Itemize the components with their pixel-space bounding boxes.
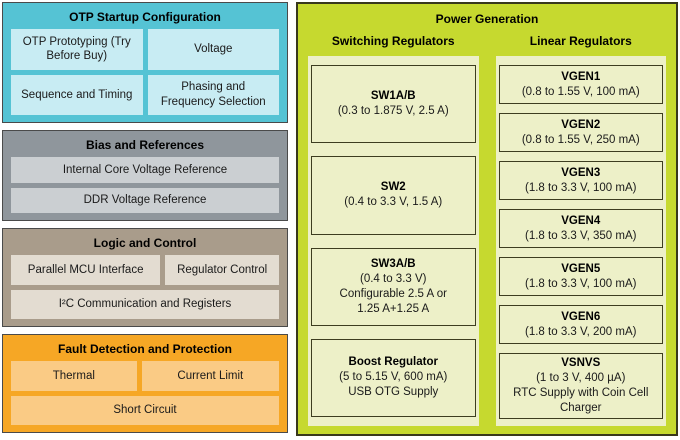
- regulator-spec: (0.4 to 3.3 V, 1.5 A): [344, 196, 443, 209]
- section-item: Current Limit: [141, 361, 279, 391]
- regulator-block: VGEN5 (1.8 to 3.3 V, 100 mA): [498, 257, 663, 296]
- regulator-spec: (1.8 to 3.3 V, 100 mA): [525, 181, 637, 194]
- section-item: DDR Voltage Reference: [11, 187, 279, 213]
- section-item: I²C Communication and Registers: [11, 289, 279, 319]
- section-row: Short Circuit: [11, 395, 279, 425]
- regulator-columns: Switching Regulators SW1A/B (0.3 to 1.875 …: [308, 34, 666, 426]
- section-title: Bias and References: [85, 138, 205, 152]
- regulator-spec: (1 to 3 V, 400 µA): [536, 371, 626, 384]
- regulator-spec: (1.8 to 3.3 V, 350 mA): [525, 229, 637, 242]
- regulator-spec: (0.3 to 1.875 V, 2.5 A): [337, 105, 449, 118]
- regulator-spec: (0.4 to 3.3 V): [360, 272, 427, 285]
- section-title: OTP Startup Configuration: [69, 10, 221, 24]
- section-item: Internal Core Voltage Reference: [11, 157, 279, 183]
- section-otp: OTP Startup Configuration OTP Prototyping…: [2, 2, 288, 123]
- regulator-title: Boost Regulator: [348, 356, 438, 369]
- power-generation-section: Power Generation Switching Regulators SW1…: [296, 2, 678, 436]
- regulator-spec: (0.8 to 1.55 V, 100 mA): [521, 85, 640, 98]
- regulator-block: VGEN3 (1.8 to 3.3 V, 100 mA): [498, 161, 663, 200]
- section-item: Thermal: [11, 361, 137, 391]
- section-rows: Internal Core Voltage Reference DDR Volta…: [11, 157, 279, 213]
- regulator-panel-linear: VGEN1 (0.8 to 1.55 V, 100 mA) VGEN2 (0.8 to…: [495, 56, 666, 426]
- regulator-block: VGEN1 (0.8 to 1.55 V, 100 mA): [498, 65, 663, 104]
- section-logic: Logic and Control Parallel MCU Interface R…: [2, 228, 288, 327]
- section-rows: Thermal Current Limit Short Circuit: [11, 361, 279, 425]
- regulator-block: VGEN6 (1.8 to 3.3 V, 200 mA): [498, 305, 663, 344]
- regulator-column-header: Switching Regulators: [331, 34, 455, 48]
- regulator-block: VGEN4 (1.8 to 3.3 V, 350 mA): [498, 209, 663, 248]
- section-title: Logic and Control: [93, 236, 197, 250]
- section-item: Phasing and Frequency Selection: [147, 74, 279, 115]
- section-item: Voltage: [147, 29, 279, 70]
- section-row: Sequence and Timing Phasing and Frequency…: [11, 74, 279, 115]
- regulator-spec: RTC Supply with Coin Cell Charger: [513, 386, 649, 414]
- regulator-title: VGEN2: [561, 118, 601, 131]
- regulator-spec: (1.8 to 3.3 V, 200 mA): [525, 325, 637, 338]
- regulator-block: VSNVS (1 to 3 V, 400 µA) RTC Supply with C…: [498, 353, 663, 419]
- regulator-block: SW3A/B (0.4 to 3.3 V) Configurable 2.5 A o…: [311, 247, 476, 326]
- regulator-title: SW3A/B: [370, 257, 416, 270]
- regulator-title: VGEN6: [561, 310, 601, 323]
- regulator-spec: (1.8 to 3.3 V, 100 mA): [525, 277, 637, 290]
- regulator-block: VGEN2 (0.8 to 1.55 V, 250 mA): [498, 113, 663, 152]
- regulator-title: SW1A/B: [370, 90, 416, 103]
- left-sections-column: OTP Startup Configuration OTP Prototyping…: [2, 2, 288, 438]
- section-item: Short Circuit: [11, 395, 279, 425]
- regulator-title: VGEN4: [561, 214, 601, 227]
- regulator-title: SW2: [380, 181, 406, 194]
- regulator-panel-switching: SW1A/B (0.3 to 1.875 V, 2.5 A) SW2 (0.4 to …: [308, 56, 479, 426]
- section-row: Parallel MCU Interface Regulator Control: [11, 255, 279, 285]
- regulator-block: SW2 (0.4 to 3.3 V, 1.5 A): [311, 156, 476, 235]
- section-row: DDR Voltage Reference: [11, 187, 279, 213]
- regulator-title: VGEN3: [561, 166, 601, 179]
- regulator-spec: (5 to 5.15 V, 600 mA): [339, 371, 448, 384]
- section-rows: Parallel MCU Interface Regulator Control I…: [11, 255, 279, 319]
- regulator-title: VGEN1: [561, 70, 601, 83]
- regulator-column-linear: Linear Regulators VGEN1 (0.8 to 1.55 V, 10…: [495, 34, 666, 426]
- regulator-column-switching: Switching Regulators SW1A/B (0.3 to 1.875 …: [308, 34, 479, 426]
- regulator-spec: 1.25 A+1.25 A: [357, 302, 430, 315]
- section-item: OTP Prototyping (Try Before Buy): [11, 29, 143, 70]
- section-row: Thermal Current Limit: [11, 361, 279, 391]
- regulator-title: VGEN5: [561, 262, 601, 275]
- regulator-spec: (0.8 to 1.55 V, 250 mA): [521, 133, 640, 146]
- section-row: I²C Communication and Registers: [11, 289, 279, 319]
- regulator-block: Boost Regulator (5 to 5.15 V, 600 mA) USB …: [311, 338, 476, 417]
- section-row: OTP Prototyping (Try Before Buy) Voltage: [11, 29, 279, 70]
- section-row: Internal Core Voltage Reference: [11, 157, 279, 183]
- section-bias: Bias and References Internal Core Voltage…: [2, 130, 288, 221]
- power-generation-title: Power Generation: [435, 12, 539, 26]
- regulator-column-header: Linear Regulators: [529, 34, 632, 48]
- section-title: Fault Detection and Protection: [57, 342, 232, 356]
- section-item: Parallel MCU Interface: [11, 255, 161, 285]
- regulator-spec: Configurable 2.5 A or: [339, 287, 447, 300]
- section-item: Sequence and Timing: [11, 74, 143, 115]
- regulator-spec: USB OTG Supply: [348, 386, 439, 399]
- regulator-block: SW1A/B (0.3 to 1.875 V, 2.5 A): [311, 65, 476, 144]
- section-item: Regulator Control: [165, 255, 279, 285]
- regulator-title: VSNVS: [561, 357, 601, 369]
- section-fault: Fault Detection and Protection Thermal Cur…: [2, 334, 288, 433]
- section-rows: OTP Prototyping (Try Before Buy) Voltage S…: [11, 29, 279, 115]
